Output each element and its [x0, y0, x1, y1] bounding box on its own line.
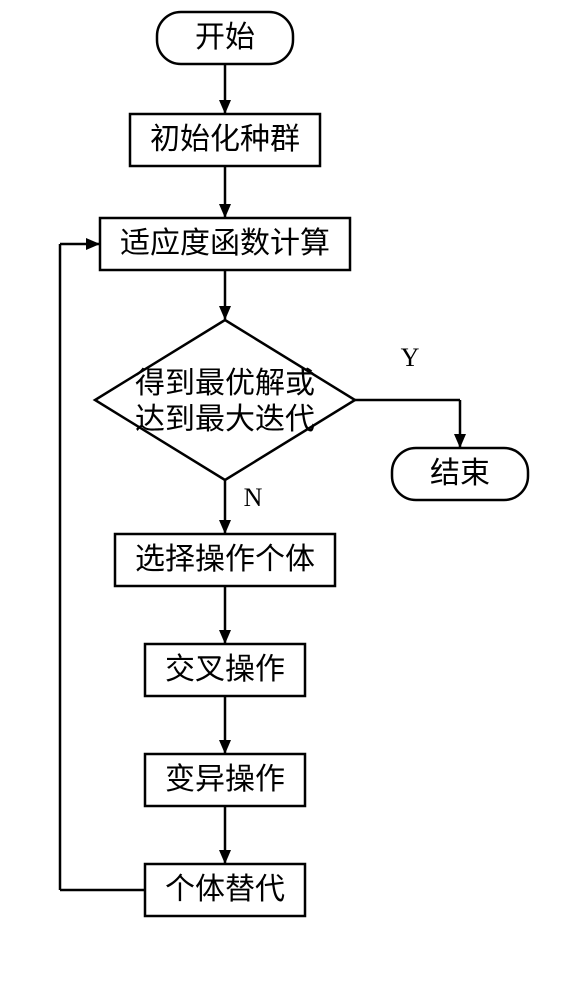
replace-node-text: 个体替代: [165, 873, 285, 906]
cross-node-text: 交叉操作: [165, 653, 285, 686]
end-node-text: 结束: [430, 457, 490, 490]
select-node-text: 选择操作个体: [135, 543, 315, 576]
decision-node-line2: 达到最大迭代: [135, 403, 315, 436]
label-n: N: [244, 483, 263, 512]
start-node-text: 开始: [195, 21, 255, 54]
decision-node: [95, 320, 355, 480]
label-y: Y: [401, 343, 420, 372]
init-node-text: 初始化种群: [150, 123, 300, 156]
fitness-node-text: 适应度函数计算: [120, 227, 330, 260]
decision-node-line1: 得到最优解或: [135, 367, 315, 400]
mutate-node-text: 变异操作: [165, 763, 285, 796]
